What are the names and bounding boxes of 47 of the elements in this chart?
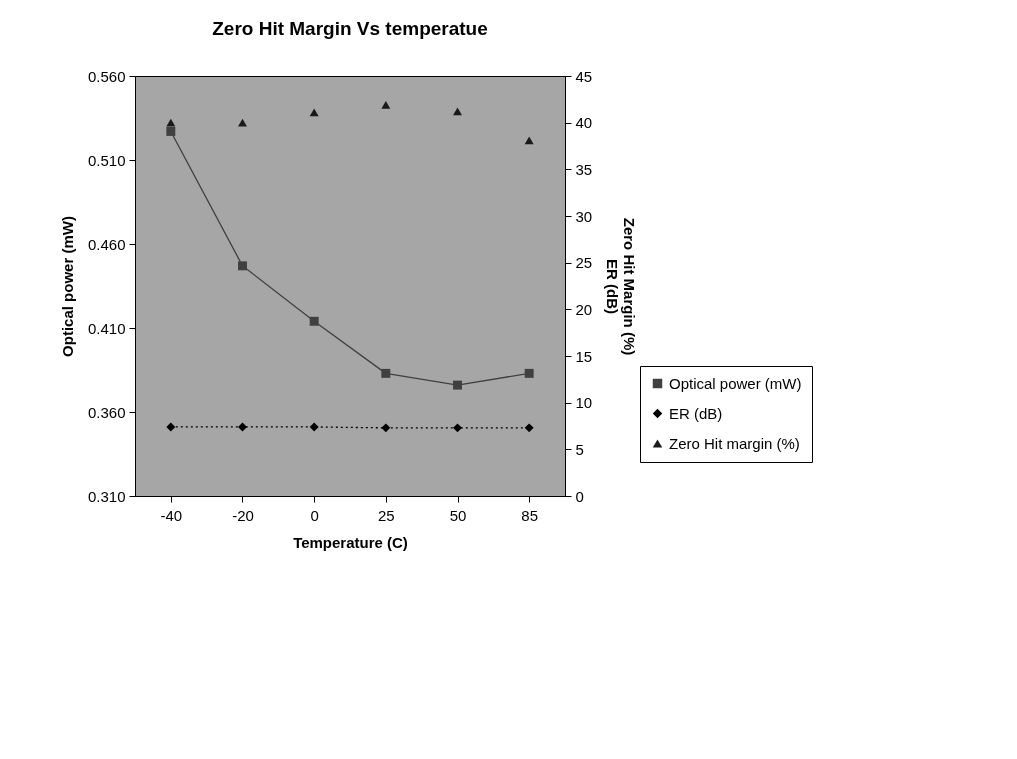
y2-tick-label: 30 [575, 207, 593, 225]
y2-tick-label: 35 [575, 160, 593, 178]
point [381, 368, 391, 378]
y-tick-label: 0.510 [87, 151, 126, 169]
x-tick-label: 25 [377, 506, 395, 524]
legend-label: Optical power (mW) [669, 374, 802, 392]
point [453, 380, 462, 390]
point [166, 422, 176, 432]
y-axis-title: Optical power (mW) [58, 216, 76, 357]
point [238, 261, 247, 271]
y2-axis-title: Zero Hit Margin (%) ER (dB) [604, 217, 639, 356]
y-tick-label: 0.360 [87, 403, 126, 421]
point [309, 422, 319, 432]
x-tick-label: 50 [449, 506, 467, 524]
y2-tick-label: 10 [575, 394, 593, 412]
x-tick-label: -40 [160, 506, 183, 524]
point [524, 368, 534, 378]
point [309, 108, 319, 117]
y2-tick-label: 25 [575, 254, 593, 272]
point [381, 101, 391, 109]
y-tick-label: 0.460 [87, 235, 126, 253]
point [524, 136, 534, 145]
y2-tick-label: 45 [575, 67, 593, 85]
point [524, 423, 534, 433]
y-tick-label: 0.310 [87, 487, 126, 505]
point [166, 126, 176, 136]
x-axis-title: Temperature (C) [293, 533, 408, 551]
x-tick-label: -20 [232, 506, 254, 524]
y-tick-label: 0.560 [87, 67, 126, 85]
y2-tick-label: 40 [575, 114, 593, 132]
point [238, 118, 247, 127]
y2-tick-label: 5 [575, 440, 584, 458]
y2-tick-label: 15 [575, 347, 593, 365]
legend-label: ER (dB) [669, 404, 723, 422]
point [238, 422, 247, 432]
point [453, 423, 462, 433]
point [166, 118, 176, 127]
chart-title: Zero Hit Margin Vs temperatue [212, 18, 488, 39]
y2-tick-label: 20 [575, 300, 593, 318]
x-tick-label: 85 [521, 506, 539, 524]
y-tick-label: 0.410 [87, 319, 126, 337]
point [309, 316, 319, 326]
legend-label: Zero Hit margin (%) [669, 434, 800, 452]
y2-tick-label: 0 [575, 487, 584, 505]
point [381, 423, 391, 433]
point [453, 107, 462, 116]
x-tick-label: 0 [310, 506, 319, 524]
